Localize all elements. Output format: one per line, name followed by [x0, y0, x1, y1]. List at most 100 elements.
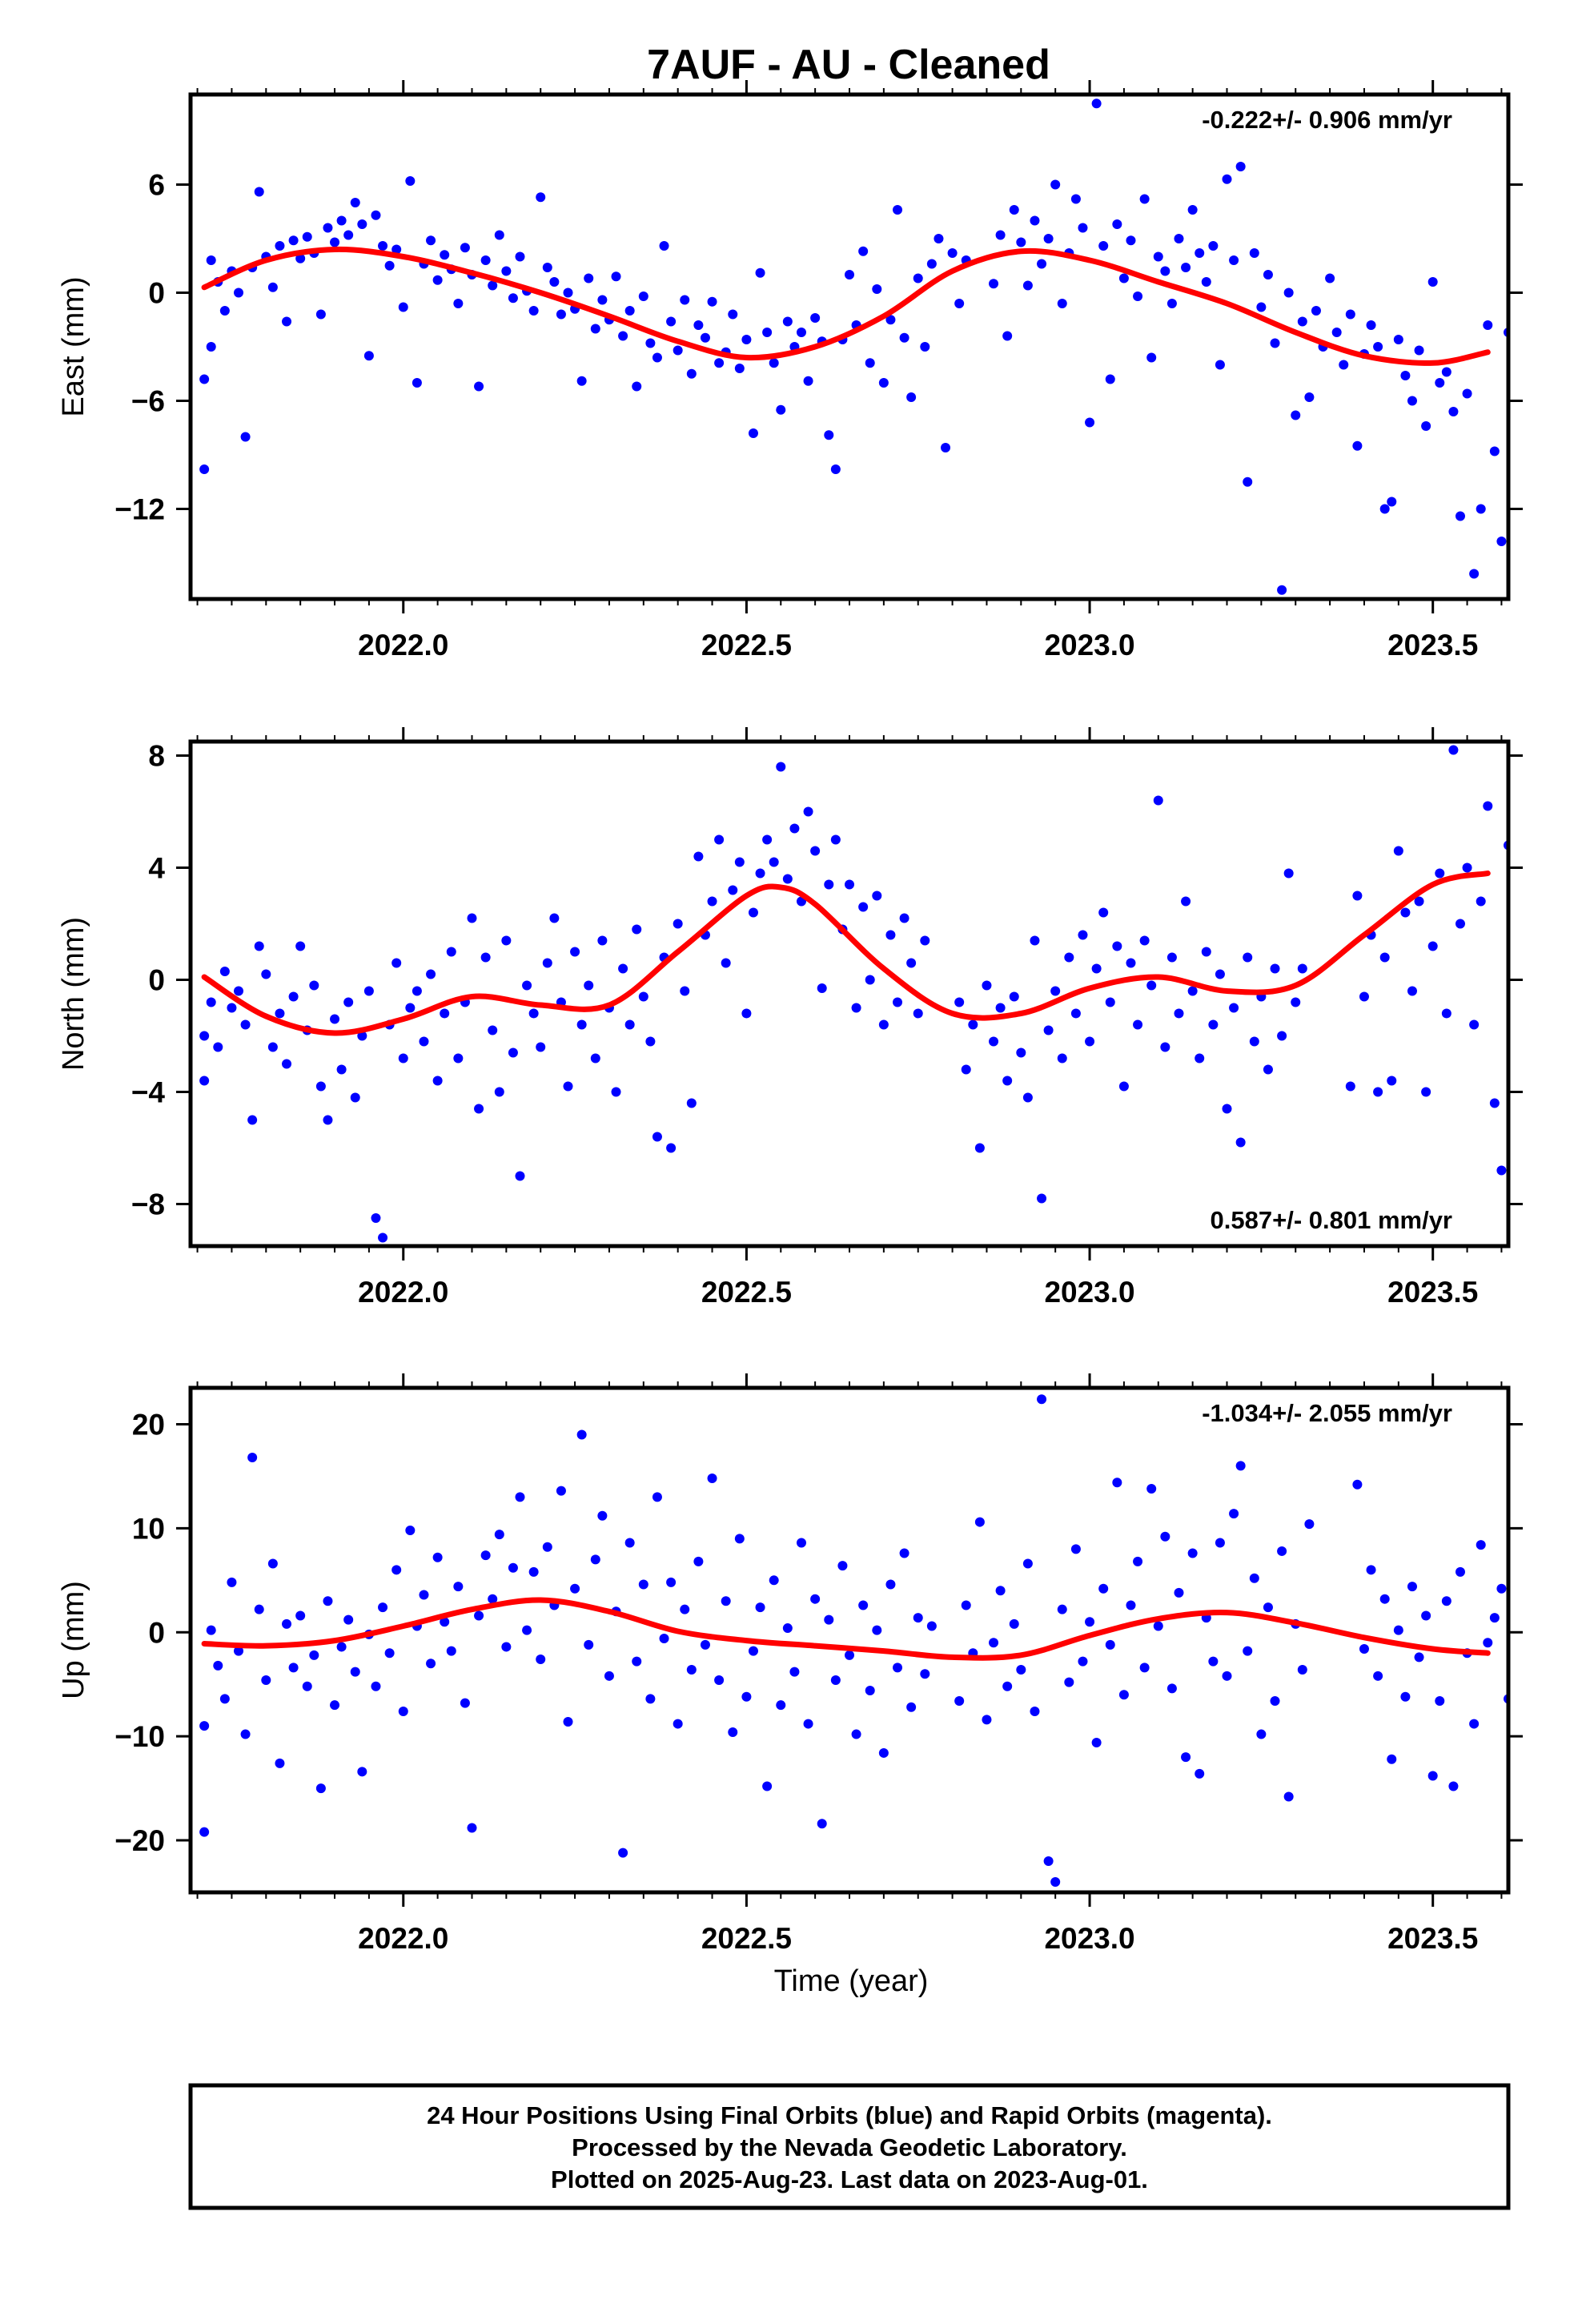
north-points [199, 745, 1508, 1243]
north-data-point [789, 823, 800, 834]
up-data-point [837, 1561, 848, 1571]
east-data-point [315, 309, 326, 320]
east-data-point [1166, 299, 1177, 308]
east-data-point [1208, 241, 1219, 251]
east-data-point [528, 306, 539, 316]
east-data-point [357, 219, 367, 229]
east-data-point [426, 235, 436, 246]
north-data-point [968, 1019, 978, 1030]
east-data-point [1455, 511, 1465, 521]
east-data-point [219, 306, 230, 316]
east-data-point [480, 255, 491, 265]
east-data-point [1366, 320, 1376, 330]
up-data-point [632, 1656, 642, 1667]
east-data-point [1098, 241, 1109, 251]
up-data-point [1153, 1621, 1163, 1631]
up-data-point [309, 1650, 319, 1660]
north-data-point [323, 1115, 333, 1125]
up-data-point [199, 1827, 210, 1837]
up-data-point [336, 1642, 347, 1652]
east-data-point [769, 358, 779, 368]
up-data-point [1235, 1461, 1246, 1471]
up-data-point [1352, 1479, 1363, 1490]
up-data-point [666, 1577, 677, 1587]
east-data-point [412, 378, 422, 388]
up-data-point [1283, 1791, 1294, 1802]
up-data-point [1091, 1737, 1102, 1747]
up-data-point [1133, 1556, 1143, 1566]
north-data-point [398, 1053, 408, 1063]
north-data-point [309, 980, 319, 991]
up-data-point [604, 1671, 614, 1681]
up-data-point [1448, 1781, 1459, 1791]
up-data-point [762, 1781, 773, 1791]
up-data-point [1256, 1729, 1267, 1739]
north-data-point [275, 1008, 285, 1019]
east-data-point [1291, 410, 1301, 420]
north-data-point [1050, 986, 1061, 996]
east-data-point [989, 279, 999, 289]
north-data-point [611, 1087, 621, 1097]
up-data-point [1400, 1691, 1411, 1702]
north-data-point [1118, 1081, 1129, 1092]
up-data-point [1139, 1663, 1150, 1673]
up-data-point [1050, 1877, 1061, 1888]
north-data-point [1195, 1053, 1205, 1063]
north-data-point [515, 1171, 525, 1181]
up-y-tick-label: 20 [132, 1408, 165, 1441]
up-data-point [961, 1600, 971, 1610]
east-data-point [288, 235, 299, 246]
north-data-point [1379, 952, 1390, 963]
up-data-point [1160, 1531, 1170, 1542]
east-data-point [638, 292, 648, 301]
up-data-point [1427, 1771, 1438, 1781]
north-data-point [714, 834, 725, 845]
east-data-point [947, 248, 958, 258]
up-data-point [638, 1579, 648, 1590]
north-data-point [378, 1232, 388, 1243]
east-data-point [1400, 371, 1411, 380]
east-data-point [597, 295, 608, 305]
north-data-point [330, 1014, 340, 1024]
north-data-point [810, 846, 821, 856]
east-data-point [1435, 378, 1445, 388]
up-data-point [240, 1729, 251, 1739]
up-data-point [1489, 1613, 1500, 1623]
north-data-point [824, 879, 834, 890]
east-data-point [267, 282, 278, 292]
up-data-point [275, 1758, 285, 1768]
north-data-point [295, 941, 306, 951]
north-data-point [878, 1019, 889, 1030]
east-data-point [1283, 287, 1294, 298]
east-data-point [611, 271, 621, 282]
north-data-point [371, 1213, 381, 1223]
up-data-point [1215, 1538, 1225, 1548]
up-data-point [213, 1660, 223, 1671]
east-data-point [995, 230, 1006, 240]
east-data-point [350, 198, 360, 207]
east-data-point [199, 374, 210, 384]
up-data-point [830, 1675, 841, 1686]
up-data-point [219, 1694, 230, 1704]
up-data-point [1181, 1752, 1191, 1763]
up-y-axis-label: Up (mm) [57, 1581, 90, 1699]
east-points [199, 99, 1508, 595]
east-data-point [1270, 338, 1280, 348]
north-data-point [830, 834, 841, 845]
up-data-point [1070, 1544, 1081, 1554]
east-data-point [1448, 407, 1459, 416]
east-data-point [1050, 179, 1061, 190]
north-data-point [597, 935, 608, 946]
east-data-point [1118, 273, 1129, 283]
east-data-point [803, 376, 813, 386]
east-data-point [1181, 263, 1191, 272]
north-data-point [1160, 1042, 1170, 1052]
up-y-tick-label: −10 [114, 1720, 165, 1753]
east-data-point [460, 243, 470, 253]
east-data-point [1421, 421, 1431, 431]
north-data-point [748, 907, 758, 918]
east-data-point [1263, 270, 1273, 279]
up-data-point [227, 1577, 237, 1587]
north-data-point [570, 947, 580, 957]
east-data-point [707, 296, 717, 307]
